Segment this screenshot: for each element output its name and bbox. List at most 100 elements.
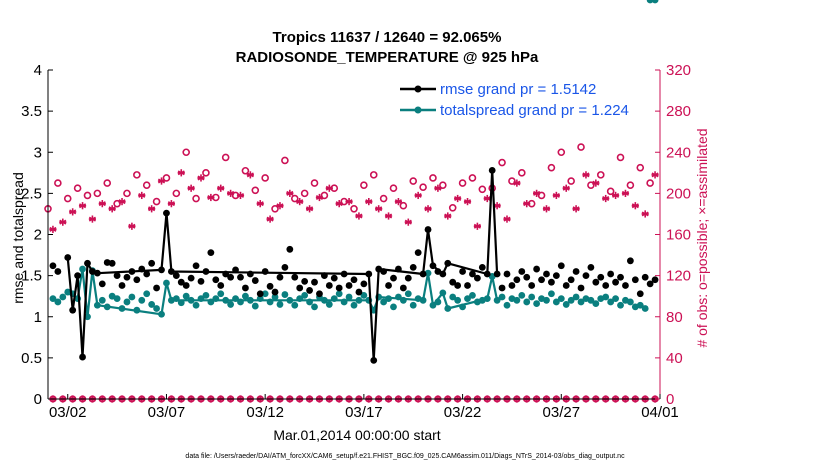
obs-assimilated-marker [552,191,560,200]
rmse-point [350,276,358,284]
totalspread-point [548,290,555,298]
rmse-point [409,264,417,271]
totalspread-point [592,300,600,307]
totalspread-point [143,290,151,298]
totalspread-point [320,296,328,304]
rmse-point [212,276,220,284]
rmse-point [488,166,496,174]
obs-assimilated-marker [434,184,442,192]
obs-assimilated-marker [345,198,353,206]
rmse-point [552,272,560,280]
totalspread-point [518,291,526,299]
totalspread-point [261,290,269,298]
rmse-point [167,268,175,275]
totalspread-point [182,292,190,300]
obs-assimilated-marker [138,191,146,200]
totalspread-point [192,301,200,309]
totalspread-point [59,293,67,301]
x-axis-label: Mar.01,2014 00:00:00 start [273,427,440,443]
obs-possible-marker [281,156,289,165]
rmse-point [483,270,491,278]
totalspread-point [409,301,417,309]
obs-possible-marker [409,177,418,185]
totalspread-point [197,295,205,303]
rmse-point [148,259,156,267]
totalspread-point [212,295,220,303]
totalspread-point [306,298,313,306]
rmse-point [232,266,239,274]
rmse-point [365,270,373,278]
obs-possible-marker [241,166,250,175]
x-tick-label: 03/22 [444,404,482,421]
obs-possible-marker [498,158,506,167]
totalspread-point [93,301,101,309]
totalspread-point [533,300,541,307]
rmse-point [316,290,323,298]
obs-possible-marker [468,174,477,182]
rmse-point [651,276,659,284]
obs-possible-marker [73,184,82,193]
rmse-point [74,272,82,280]
rmse-point [612,278,619,286]
rmse-point [622,282,629,289]
obs-possible-marker [251,186,260,195]
rmse-point [473,274,481,282]
rmse-point [587,264,595,271]
rmse-point [133,276,141,284]
obs-possible-marker [142,181,151,189]
rmse-point [128,268,136,275]
totalspread-point [281,291,289,298]
rmse-point [281,264,289,271]
obs-possible-marker [537,191,546,200]
rmse-point [84,259,91,267]
totalspread-point [557,295,565,303]
rmse-point [518,268,526,275]
rmse-point [118,282,126,289]
obs-possible-marker [103,179,112,187]
obs-assimilated-marker [582,171,590,179]
obs-possible-marker [448,203,457,212]
rmse-point [572,268,580,275]
obs-possible-marker [587,181,595,189]
totalspread-point [380,298,388,306]
rmse-point [64,254,72,261]
obs-assimilated-marker [266,215,274,223]
obs-assimilated-marker [157,177,166,185]
rmse-point [503,270,511,278]
rmse-point [582,272,590,280]
y-right-tick-label: 200 [666,185,691,202]
obs-assimilated-marker [414,191,422,200]
obs-possible-marker [63,194,72,203]
rmse-point [390,274,397,282]
obs-possible-marker [429,174,437,182]
totalspread-point [567,296,575,304]
totalspread-point [256,295,264,303]
rmse-point [538,276,545,284]
obs-assimilated-marker [197,174,205,182]
y-right-tick-label: 280 [666,103,691,120]
rmse-point [493,270,501,278]
obs-possible-marker [626,181,635,189]
totalspread-point [350,301,358,309]
axes-layer: 00.511.522.533.5404080120160200240280320… [21,62,691,421]
legend-label-totalspread: totalspread grand pr = 1.224 [440,102,629,119]
obs-assimilated-marker [355,212,363,220]
rmse-point [631,276,639,284]
totalspread-point [79,265,86,273]
totalspread-point [291,301,299,309]
rmse-point [626,257,634,265]
legend-label-rmse: rmse grand pr = 1.5142 [440,81,596,98]
totalspread-point [429,301,437,309]
obs-possible-marker [577,143,585,151]
obs-assimilated-marker [572,205,580,213]
totalspread-point [434,298,442,306]
totalspread-point [464,295,471,303]
obs-assimilated-marker [454,194,462,203]
rmse-point [399,284,407,292]
rmse-point [182,282,190,289]
chart-subtitle: RADIOSONDE_TEMPERATURE @ 925 hPa [236,49,539,66]
rmse-point [449,278,457,286]
totalspread-point [301,291,309,299]
y-right-tick-label: 0 [666,391,674,408]
y-axis-right-label: # of obs: o=possible; ×=assimilated [694,128,710,347]
